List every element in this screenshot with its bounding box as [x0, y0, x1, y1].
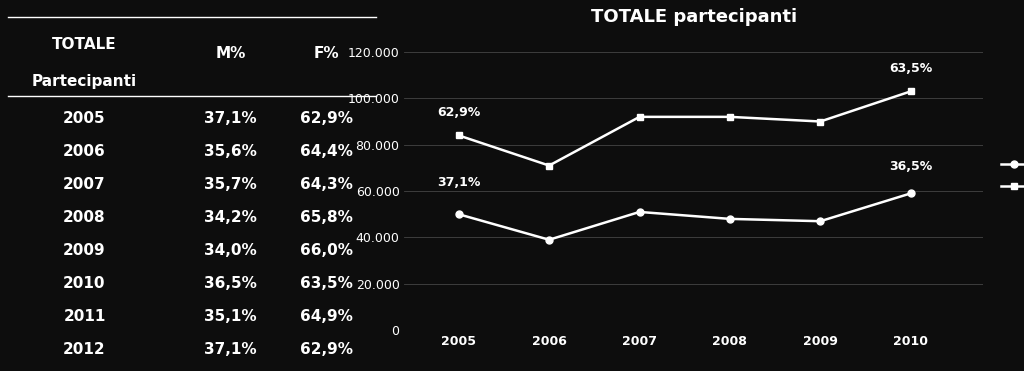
Text: 63,5%: 63,5%: [889, 62, 932, 75]
Text: 34,2%: 34,2%: [204, 210, 257, 225]
Text: 62,9%: 62,9%: [437, 106, 480, 119]
Text: 64,9%: 64,9%: [300, 309, 353, 324]
F: [543, 163, 555, 168]
Text: 2011: 2011: [63, 309, 105, 324]
Text: 35,6%: 35,6%: [204, 144, 257, 159]
M: [543, 237, 555, 242]
Text: 2006: 2006: [63, 144, 105, 159]
Text: 62,9%: 62,9%: [300, 111, 353, 126]
Text: Partecipanti: Partecipanti: [32, 74, 137, 89]
Text: 2009: 2009: [63, 243, 105, 258]
M: [634, 210, 646, 214]
Text: 36,5%: 36,5%: [889, 160, 932, 173]
F: [814, 119, 826, 124]
Title: TOTALE partecipanti: TOTALE partecipanti: [591, 8, 797, 26]
Text: 35,1%: 35,1%: [204, 309, 257, 324]
F: [453, 133, 465, 138]
F: [724, 115, 736, 119]
Line: F: F: [456, 88, 914, 169]
Text: TOTALE: TOTALE: [52, 37, 117, 52]
Text: 37,1%: 37,1%: [437, 176, 480, 189]
Text: 64,3%: 64,3%: [300, 177, 353, 192]
Line: M: M: [456, 190, 914, 243]
M: [904, 191, 916, 196]
Text: 64,4%: 64,4%: [300, 144, 353, 159]
Text: 66,0%: 66,0%: [300, 243, 353, 258]
F: [904, 89, 916, 93]
Text: 36,5%: 36,5%: [204, 276, 257, 291]
Text: 37,1%: 37,1%: [204, 111, 257, 126]
Text: 2008: 2008: [63, 210, 105, 225]
Text: M%: M%: [215, 46, 246, 61]
M: [814, 219, 826, 223]
Text: 2005: 2005: [63, 111, 105, 126]
Text: 62,9%: 62,9%: [300, 342, 353, 357]
Text: 34,0%: 34,0%: [204, 243, 257, 258]
Text: F%: F%: [313, 46, 339, 61]
M: [724, 217, 736, 221]
M: [453, 212, 465, 216]
Text: 2012: 2012: [63, 342, 105, 357]
Text: 2007: 2007: [63, 177, 105, 192]
F: [634, 115, 646, 119]
Text: 65,8%: 65,8%: [300, 210, 353, 225]
Text: 2010: 2010: [63, 276, 105, 291]
Text: 35,7%: 35,7%: [204, 177, 257, 192]
Legend: M, F: M, F: [995, 152, 1024, 200]
Text: 63,5%: 63,5%: [300, 276, 353, 291]
Text: 37,1%: 37,1%: [204, 342, 257, 357]
